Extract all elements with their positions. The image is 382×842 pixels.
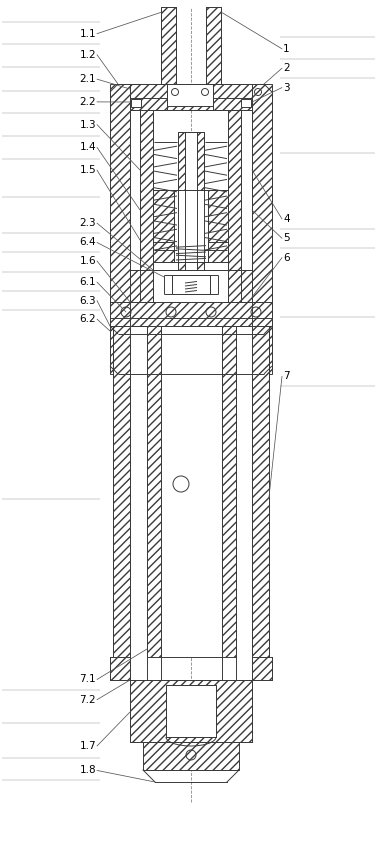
Text: 7: 7 [283, 371, 290, 381]
Bar [206, 7, 221, 84]
Text: 1.7: 1.7 [79, 741, 96, 751]
Text: 7.1: 7.1 [79, 674, 96, 685]
Bar [172, 275, 210, 294]
Text: 3: 3 [283, 83, 290, 93]
Bar [174, 190, 208, 262]
Text: 6.2: 6.2 [79, 314, 96, 324]
Bar [241, 99, 251, 107]
Text: 1: 1 [283, 44, 290, 54]
Bar [147, 326, 161, 657]
Bar [252, 84, 272, 374]
Bar [185, 132, 197, 270]
Text: 1.3: 1.3 [79, 120, 96, 130]
Bar [110, 84, 130, 374]
Bar [161, 7, 176, 84]
Text: 6: 6 [283, 253, 290, 263]
Text: 5: 5 [283, 233, 290, 243]
Bar [197, 132, 204, 270]
Bar [143, 742, 239, 770]
Text: 1.2: 1.2 [79, 50, 96, 60]
Bar [167, 84, 213, 106]
Bar [178, 132, 185, 270]
Text: 7.2: 7.2 [79, 695, 96, 705]
Bar [113, 326, 130, 657]
Text: 2.3: 2.3 [79, 218, 96, 228]
Bar [140, 110, 153, 270]
Text: 6.3: 6.3 [79, 296, 96, 306]
Bar [228, 110, 241, 270]
Bar [153, 270, 228, 302]
Bar [166, 685, 216, 737]
Text: 1.1: 1.1 [79, 29, 96, 39]
Text: 6.4: 6.4 [79, 237, 96, 248]
Bar [252, 657, 272, 680]
Bar [222, 326, 236, 657]
Text: 1.6: 1.6 [79, 256, 96, 266]
Bar [130, 680, 252, 742]
Bar [110, 657, 130, 680]
Bar [161, 326, 222, 657]
Text: 1.5: 1.5 [79, 165, 96, 175]
Bar [153, 190, 228, 262]
Text: 1.8: 1.8 [79, 765, 96, 775]
Text: 2.1: 2.1 [79, 74, 96, 84]
Text: 2.2: 2.2 [79, 97, 96, 107]
Bar [252, 326, 269, 657]
Text: 6.1: 6.1 [79, 277, 96, 287]
Bar [110, 302, 272, 326]
Text: 1.4: 1.4 [79, 142, 96, 152]
Text: 2: 2 [283, 63, 290, 73]
Text: 4: 4 [283, 214, 290, 224]
Bar [130, 84, 252, 110]
Bar [164, 275, 218, 294]
Bar [130, 270, 252, 302]
Bar [131, 99, 141, 107]
